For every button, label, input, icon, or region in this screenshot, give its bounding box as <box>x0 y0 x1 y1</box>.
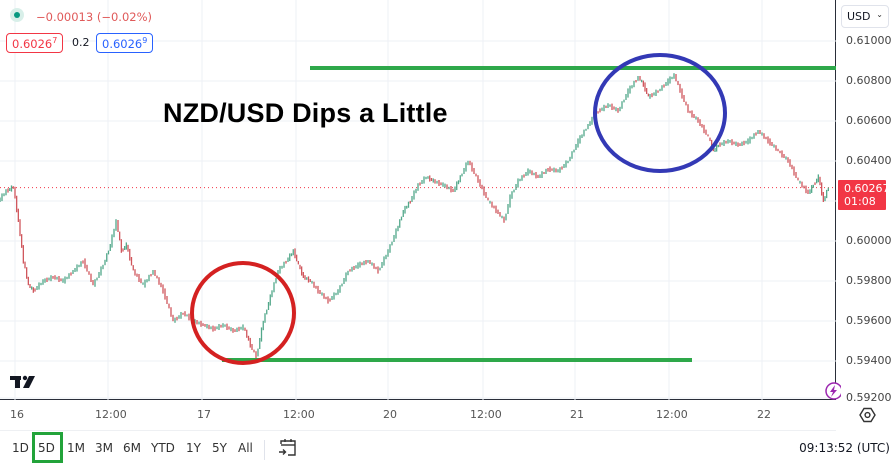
price-tick-label: 0.59200 <box>846 391 892 404</box>
utc-clock[interactable]: 09:13:52 (UTC) <box>799 441 890 455</box>
sell-price-button[interactable]: 0.60267 <box>6 33 64 53</box>
time-tick-label: 22 <box>757 408 771 421</box>
sell-price: 0.6026 <box>12 36 53 51</box>
range-button-ytd[interactable]: YTD <box>151 441 175 455</box>
price-axis[interactable]: 0.61000 0.60800 0.60600 0.60400 0.60000 0.598… <box>836 0 896 404</box>
price-tick-label: 0.60800 <box>846 74 892 87</box>
range-button-1d[interactable]: 1D <box>12 441 29 455</box>
time-tick-label: 12:00 <box>656 408 688 421</box>
market-status-icon <box>10 8 24 22</box>
calendar-goto-icon <box>279 439 296 456</box>
time-tick-label: 17 <box>197 408 211 421</box>
chevron-down-icon: ⌄ <box>876 10 883 19</box>
buy-price-button[interactable]: 0.60269 <box>96 33 154 53</box>
price-tick-label: 0.61000 <box>846 34 892 47</box>
last-price-value: 0.60267 <box>844 182 890 195</box>
currency-select[interactable]: USD ⌄ <box>841 5 889 28</box>
price-tick-label: 0.59400 <box>846 354 892 367</box>
time-tick-label: 12:00 <box>283 408 315 421</box>
time-tick-label: 16 <box>10 408 24 421</box>
currency-label: USD <box>847 10 871 23</box>
range-button-5d[interactable]: 5D <box>38 441 55 455</box>
price-change: −0.00013 (−0.02%) <box>36 10 152 24</box>
range-button-1y[interactable]: 1Y <box>186 441 201 455</box>
time-tick-label: 20 <box>383 408 397 421</box>
price-chart[interactable] <box>0 0 836 400</box>
toolbar-divider <box>264 440 265 460</box>
last-price-badge: 0.60267 01:08 <box>838 180 890 210</box>
range-button-3m[interactable]: 3M <box>95 441 113 455</box>
chart-settings-button[interactable] <box>836 400 896 430</box>
price-tick-label: 0.60000 <box>846 234 892 247</box>
active-range-highlight <box>32 432 63 463</box>
buy-pip: 9 <box>142 36 148 45</box>
time-axis[interactable] <box>0 400 836 431</box>
range-button-1m[interactable]: 1M <box>67 441 85 455</box>
gear-icon <box>859 407 876 423</box>
time-tick-label: 12:00 <box>95 408 127 421</box>
range-button-6m[interactable]: 6M <box>123 441 141 455</box>
range-button-5y[interactable]: 5Y <box>212 441 227 455</box>
spread-value: 0.2 <box>72 36 90 49</box>
sell-pip: 7 <box>52 36 58 45</box>
time-tick-label: 12:00 <box>470 408 502 421</box>
price-tick-label: 0.59600 <box>846 314 892 327</box>
buy-price: 0.6026 <box>102 36 143 51</box>
range-button-all[interactable]: All <box>238 441 253 455</box>
low-highlight-circle <box>190 261 296 365</box>
chart-area[interactable] <box>0 0 836 400</box>
price-tick-label: 0.60600 <box>846 114 892 127</box>
bar-countdown: 01:08 <box>844 195 876 208</box>
price-tick-label: 0.60400 <box>846 154 892 167</box>
price-tick-label: 0.59800 <box>846 274 892 287</box>
chart-title-annotation: NZD/USD Dips a Little <box>163 98 448 128</box>
high-highlight-circle <box>593 53 727 173</box>
time-tick-label: 21 <box>570 408 584 421</box>
